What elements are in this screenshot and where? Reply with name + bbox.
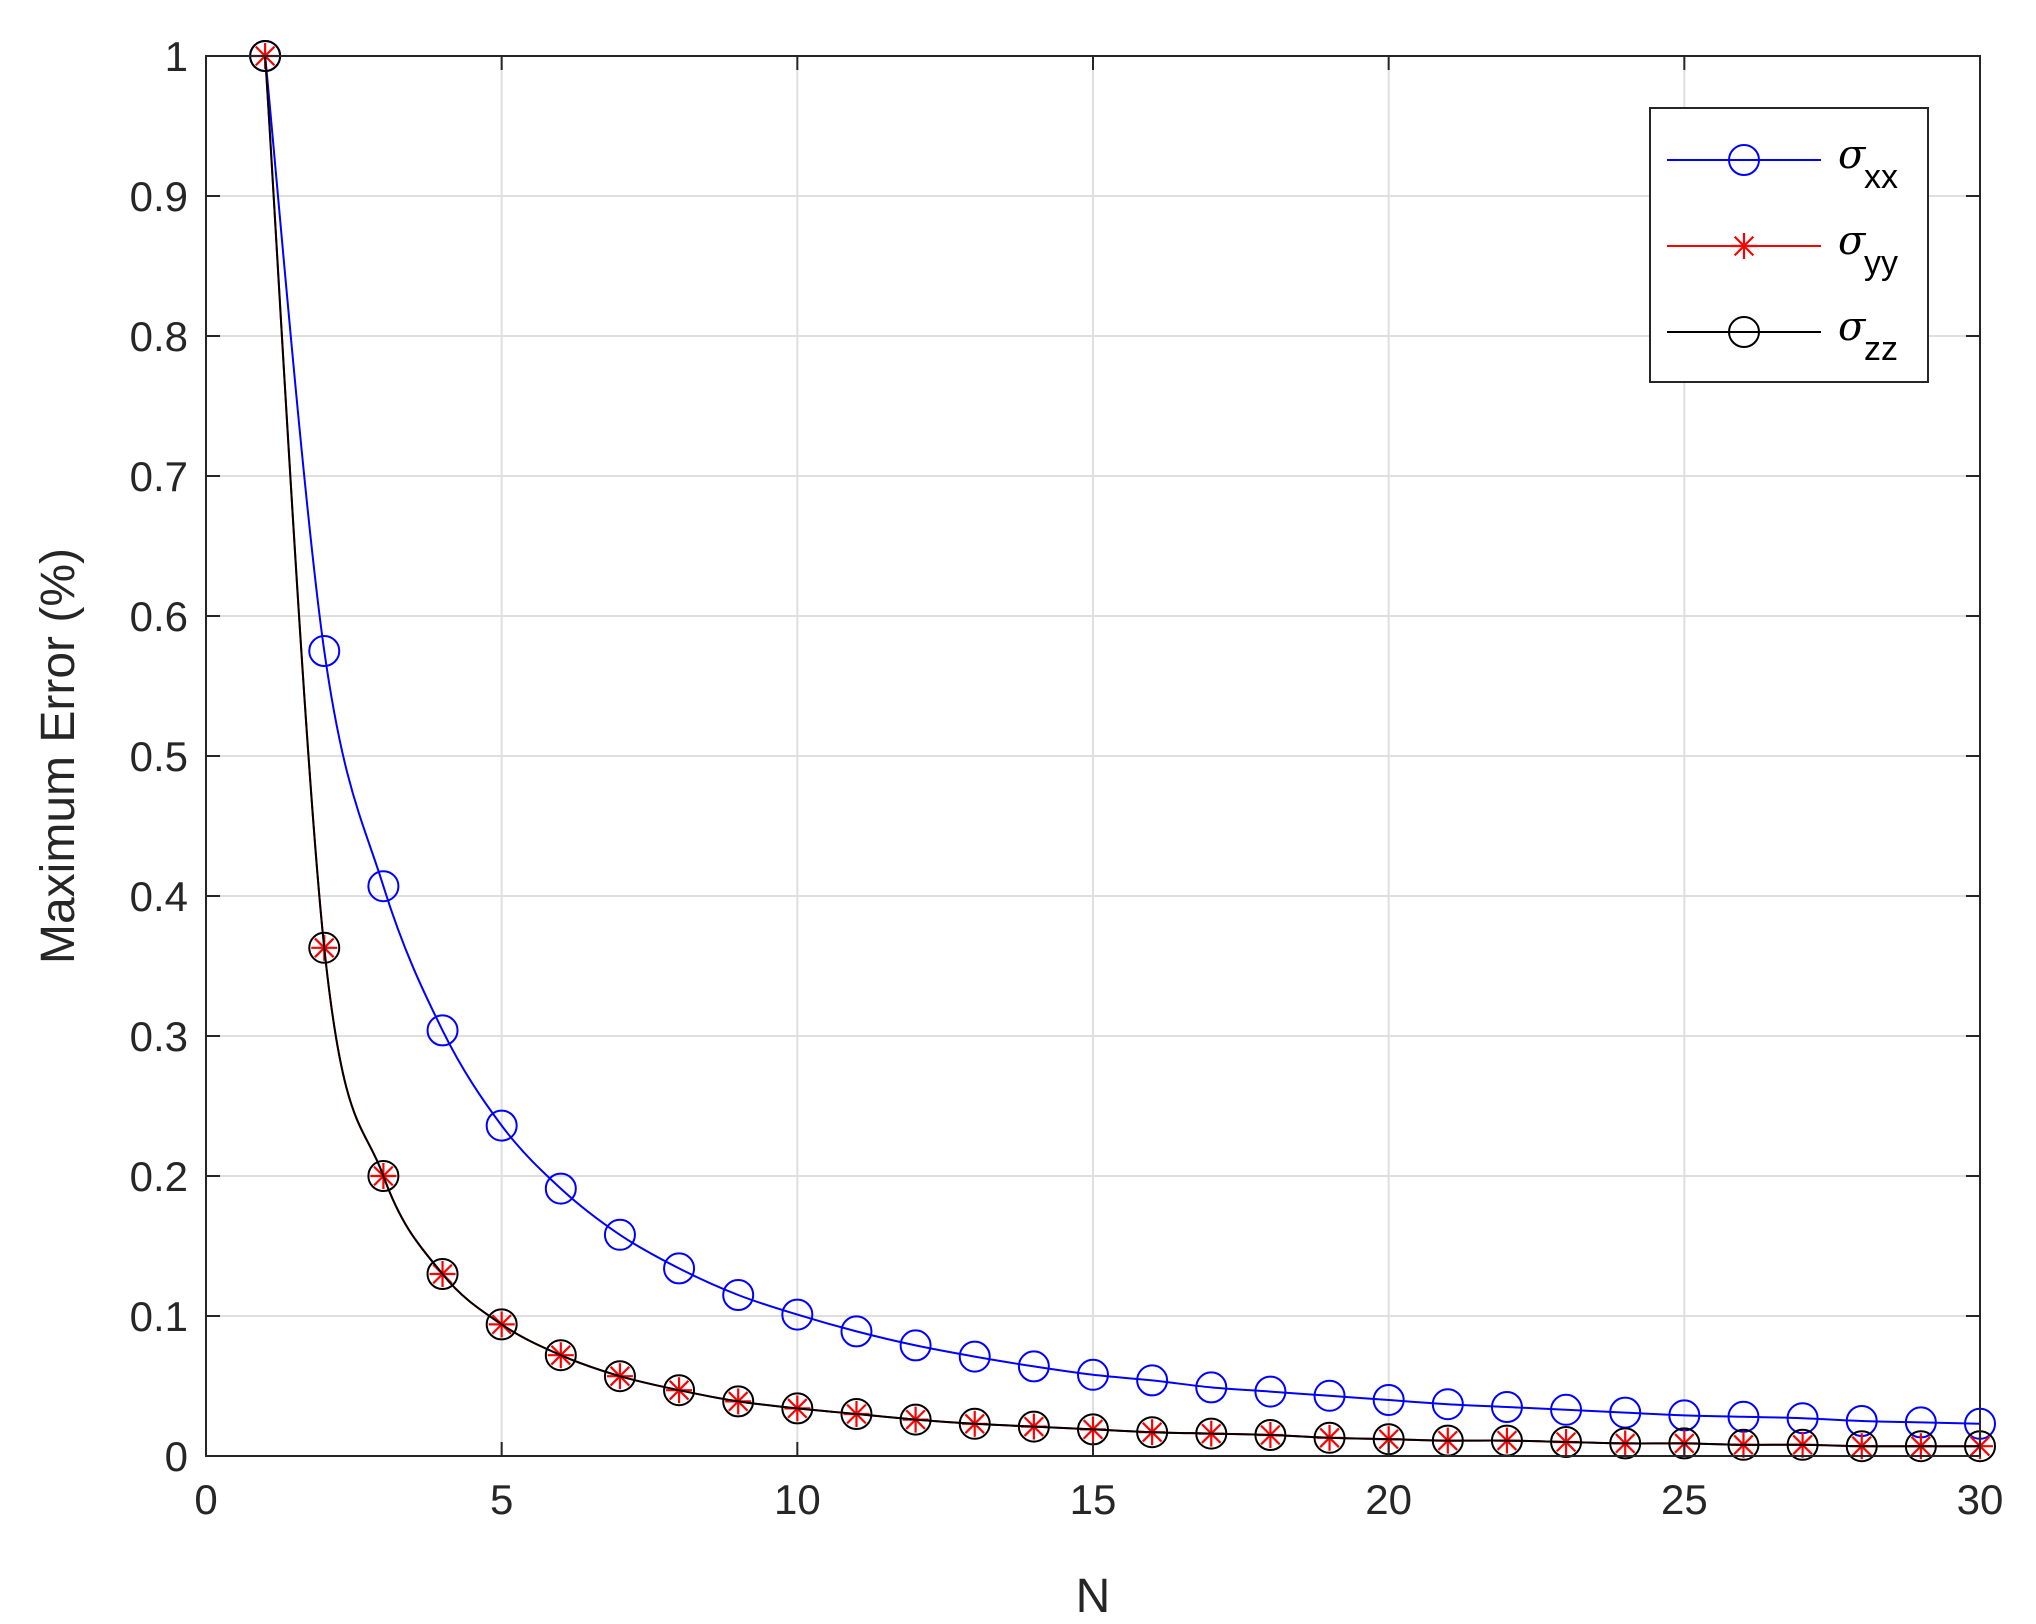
y-tick-label: 0.5 (130, 733, 188, 780)
data-point-xx (958, 1340, 991, 1373)
y-axis-label: Maximum Error (%) (32, 548, 85, 964)
series-layer (249, 40, 1996, 1463)
ticks (205, 55, 1981, 1457)
data-point-zz (426, 1258, 459, 1290)
y-tick-label: 0.8 (130, 313, 188, 360)
data-point-xx (603, 1218, 636, 1251)
data-point-xx (1077, 1358, 1109, 1391)
legend-entry-yy: σyy (1667, 218, 1898, 282)
data-point-zz (1017, 1410, 1050, 1443)
data-point-xx (1313, 1379, 1346, 1412)
data-point-xx (722, 1279, 755, 1311)
y-tick-label: 0.2 (130, 1153, 188, 1200)
data-point-xx (781, 1298, 814, 1331)
data-point-zz (485, 1308, 518, 1341)
data-point-zz (958, 1407, 991, 1440)
x-tick-label: 0 (194, 1476, 217, 1523)
data-point-zz (722, 1385, 755, 1418)
y-tick-label: 0.7 (130, 453, 188, 500)
data-point-xx (1431, 1388, 1464, 1421)
x-tick-label: 25 (1661, 1476, 1708, 1523)
data-point-zz (1845, 1430, 1878, 1463)
y-tick-label: 0.6 (130, 593, 188, 640)
data-point-xx (899, 1329, 932, 1362)
series-xx (249, 40, 1996, 1440)
data-point-zz (1727, 1428, 1760, 1461)
x-tick-label: 20 (1365, 1476, 1412, 1523)
x-tick-label: 15 (1070, 1476, 1117, 1523)
data-point-xx (1017, 1350, 1050, 1383)
data-point-zz (1668, 1427, 1701, 1460)
data-point-zz (308, 931, 341, 964)
legend-marker (1728, 144, 1760, 176)
data-point-zz (1195, 1417, 1228, 1450)
series-line-xx (264, 55, 1981, 1425)
x-tick-label: 5 (490, 1476, 513, 1523)
data-point-xx (1550, 1393, 1583, 1426)
y-tick-label: 0.9 (130, 173, 188, 220)
legend-label-subscript: zz (1864, 330, 1898, 368)
data-point-xx (426, 1014, 459, 1047)
legend-entry-zz: σzz (1667, 304, 1898, 368)
data-point-xx (1136, 1364, 1169, 1397)
data-point-zz (1254, 1419, 1287, 1451)
data-point-zz (603, 1360, 636, 1393)
data-point-zz (544, 1339, 577, 1372)
y-tick-label: 0.1 (130, 1293, 188, 1340)
data-point-zz (1313, 1421, 1346, 1454)
data-point-zz (663, 1374, 696, 1407)
legend-label-subscript: xx (1864, 158, 1898, 196)
tick-labels: 0 5 10 15 20 25 30 0 0.1 0.2 0.3 0.4 0.5 0.6 0.7 0.8 0.9… (130, 33, 2004, 1523)
y-tick-label: 1 (165, 33, 188, 80)
data-point-xx (1372, 1384, 1405, 1416)
legend-label: σ (1838, 132, 1867, 178)
data-point-zz (1609, 1427, 1642, 1460)
legend-marker (1728, 316, 1760, 348)
legend-label: σ (1838, 304, 1867, 350)
y-tick-label: 0 (165, 1433, 188, 1480)
y-tick-label: 0.3 (130, 1013, 188, 1060)
data-point-xx (485, 1109, 518, 1142)
data-point-zz (1786, 1428, 1819, 1461)
data-point-zz (1136, 1416, 1169, 1449)
legend-marker (1731, 233, 1757, 259)
y-tick-label: 0.4 (130, 873, 188, 920)
data-point-xx (308, 635, 341, 667)
x-axis-label: N (1076, 1570, 1111, 1623)
data-point-zz (781, 1392, 814, 1425)
data-point-zz (840, 1398, 873, 1430)
data-point-xx (1490, 1391, 1523, 1423)
data-point-xx (840, 1315, 873, 1348)
data-point-zz (899, 1403, 932, 1436)
data-point-xx (663, 1252, 696, 1285)
data-point-xx (367, 870, 400, 903)
legend-label: σ (1838, 218, 1867, 264)
data-point-xx (1254, 1375, 1287, 1408)
legend-entry-xx: σxx (1667, 132, 1898, 196)
data-point-zz (367, 1160, 400, 1192)
x-tick-label: 30 (1957, 1476, 2004, 1523)
data-point-xx (544, 1172, 577, 1205)
x-tick-label: 10 (774, 1476, 821, 1523)
legend-label-subscript: yy (1864, 244, 1898, 282)
data-point-zz (1904, 1430, 1937, 1463)
data-point-xx (1195, 1371, 1228, 1404)
